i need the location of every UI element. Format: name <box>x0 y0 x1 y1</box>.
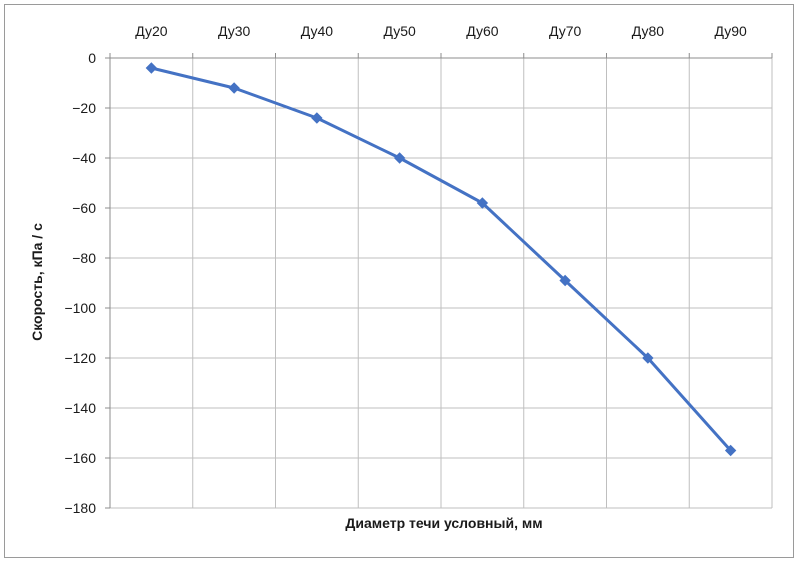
data-point-marker <box>476 197 489 209</box>
y-tick-label: −100 <box>64 300 96 316</box>
y-tick-label: 0 <box>88 50 96 66</box>
data-point-marker <box>642 352 654 364</box>
x-tick-label: Ду50 <box>383 23 416 39</box>
x-tick-label: Ду40 <box>301 23 334 39</box>
data-point-marker <box>311 112 323 124</box>
data-point-marker <box>724 444 737 457</box>
y-tick-label: −120 <box>64 350 96 366</box>
data-point-marker <box>228 82 240 94</box>
y-axis-ticks: 0 −20 −40 −60 −80 −100 −120 −140 −160 −180 <box>64 50 96 516</box>
y-tick-label: −160 <box>64 450 96 466</box>
x-tick-label: Ду70 <box>549 23 582 39</box>
x-tick-label: Ду60 <box>466 23 499 39</box>
series <box>145 62 737 457</box>
data-point-marker <box>559 274 571 287</box>
y-tick-label: −60 <box>72 200 96 216</box>
y-tick-label: −140 <box>64 400 96 416</box>
series-line <box>151 66 732 452</box>
x-axis-title: Диаметр течи условный, мм <box>345 515 542 531</box>
x-tick-label: Ду90 <box>714 23 747 39</box>
y-tick-label: −20 <box>72 100 96 116</box>
data-point-marker <box>393 152 406 164</box>
data-point-marker <box>145 62 158 74</box>
y-tick-label: −180 <box>64 500 96 516</box>
x-tick-label: Ду20 <box>135 23 168 39</box>
chart-frame <box>4 4 794 558</box>
y-axis-title: Скорость, кПа / с <box>29 223 45 341</box>
x-tick-label: Ду80 <box>632 23 665 39</box>
y-tick-label: −80 <box>72 250 96 266</box>
x-tick-label: Ду30 <box>218 23 251 39</box>
y-tick-label: −40 <box>72 150 96 166</box>
x-axis-ticks: Ду20 Ду30 Ду40 Ду50 Ду60 Ду70 Ду80 Ду90 <box>135 23 747 39</box>
grid <box>105 53 773 509</box>
